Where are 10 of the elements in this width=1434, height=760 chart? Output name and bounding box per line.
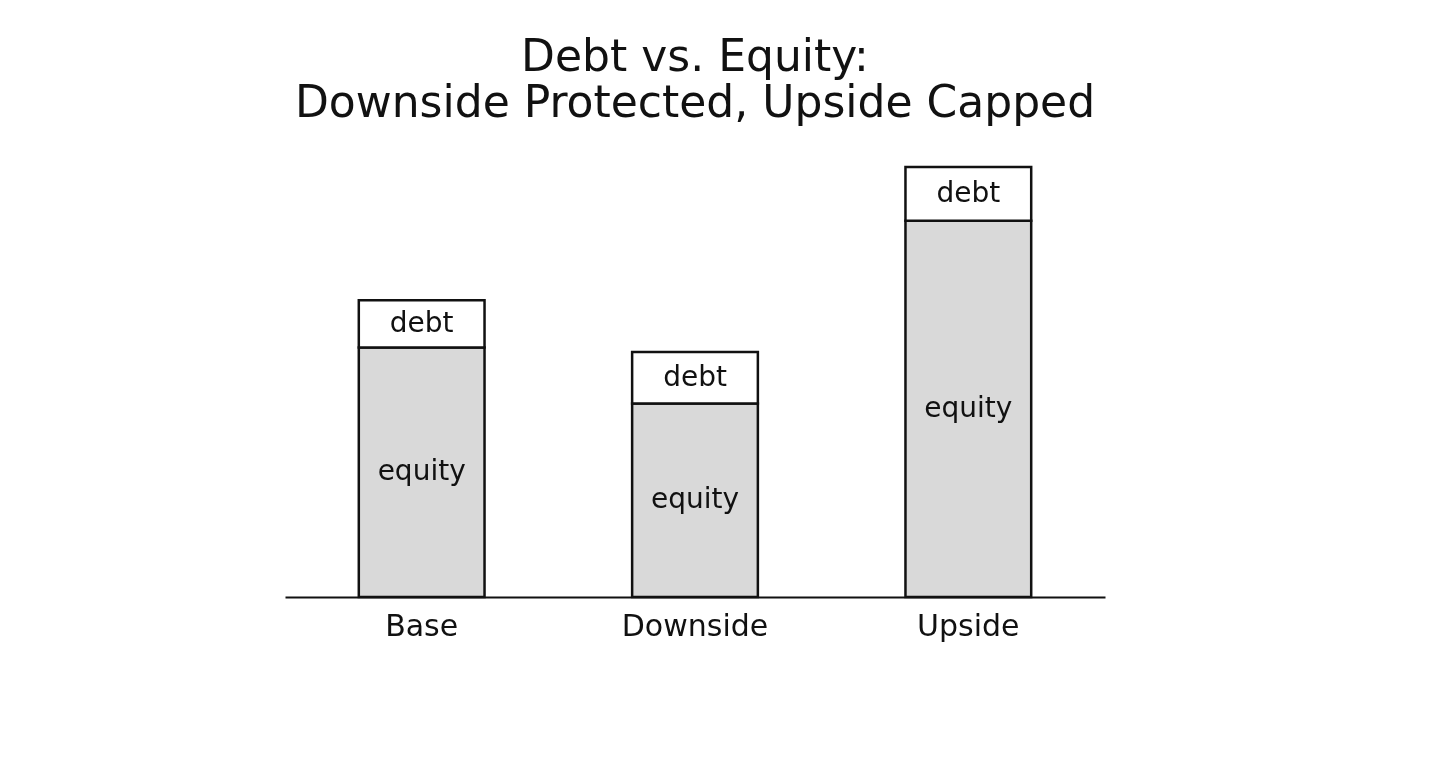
text: equity xyxy=(377,454,466,488)
text: equity xyxy=(650,482,740,516)
x-tick-label: Downside xyxy=(621,607,769,643)
x-tick-label: Upside xyxy=(917,607,1020,643)
series-label: debt xyxy=(389,305,454,339)
text: debt xyxy=(936,175,1001,209)
chart-title: Debt vs. Equity: Downside Protected, Upside Capped xyxy=(294,29,1096,127)
x-tick-label: Base xyxy=(385,607,459,643)
series-label: equity xyxy=(924,390,1013,424)
text: debt xyxy=(663,359,727,393)
